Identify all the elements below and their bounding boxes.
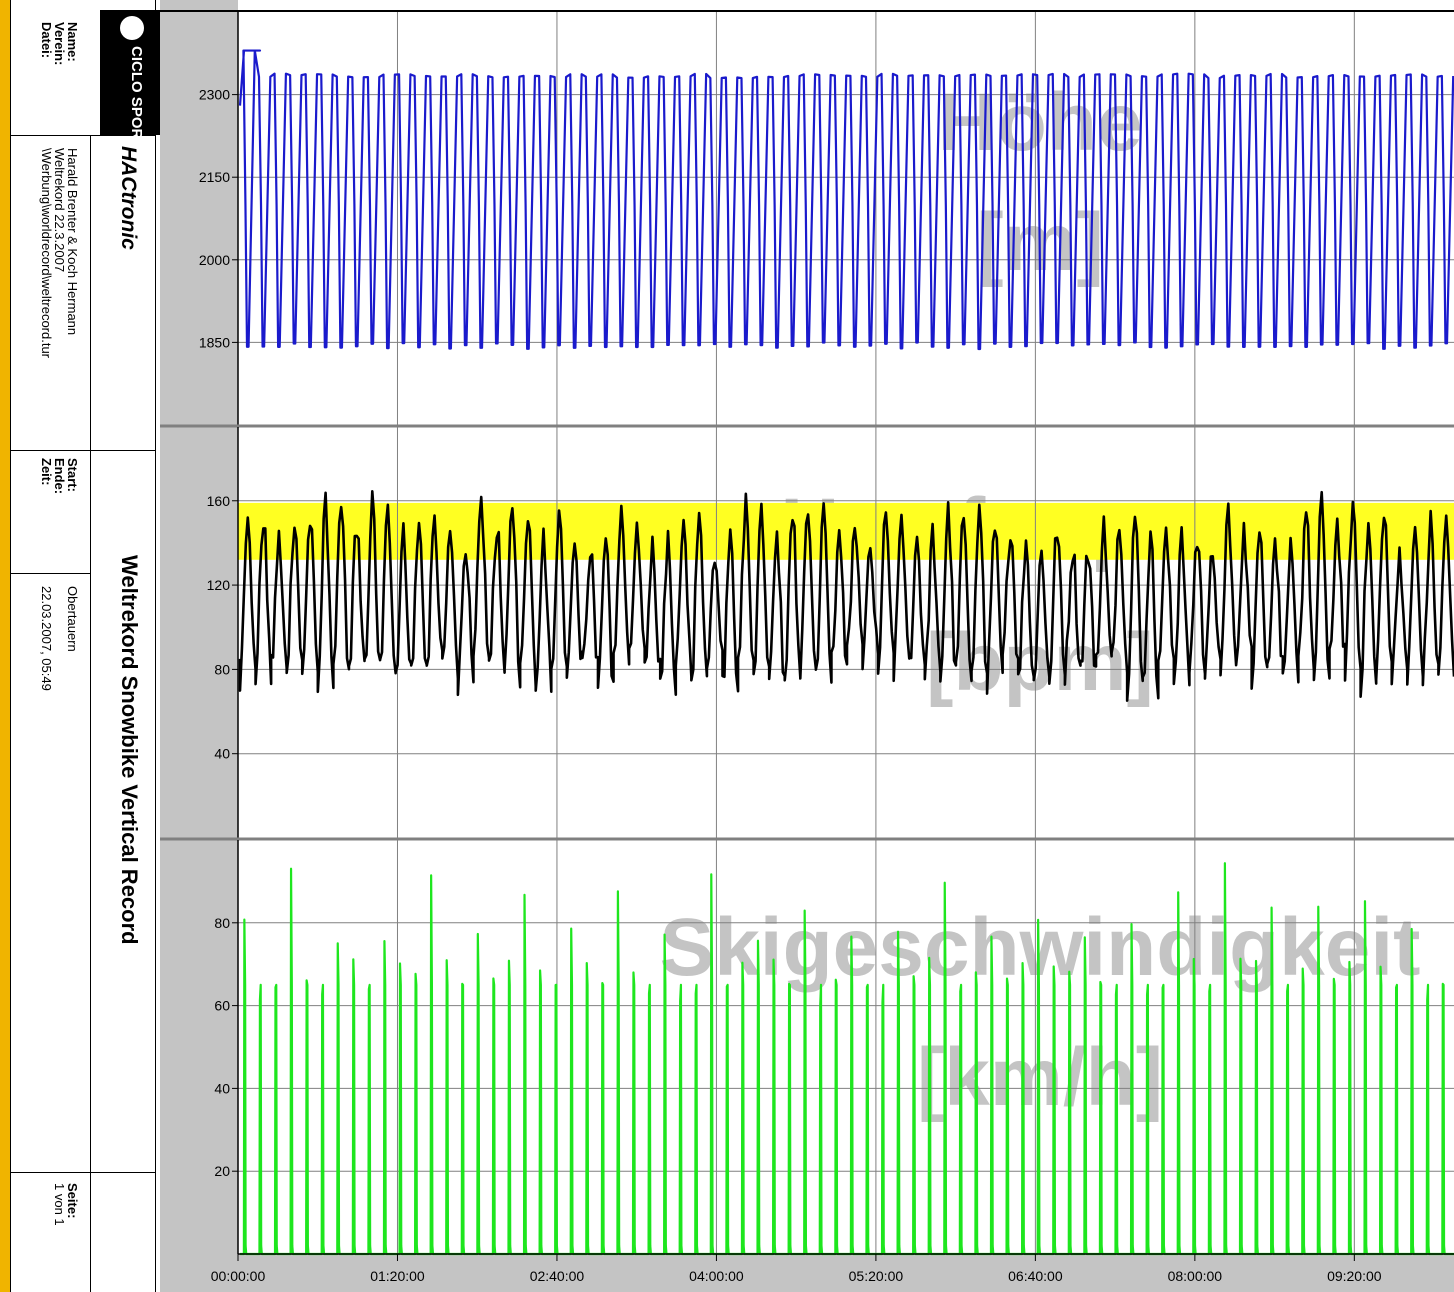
product-name: HACtronic [117, 146, 140, 250]
x-tick-label: 00:00:00 [211, 1268, 266, 1284]
sidebar-rule-2 [10, 450, 156, 451]
zeit-value: 22.03.2007, 05:49 [39, 586, 54, 691]
name-label: Name: [65, 22, 80, 62]
sidebar-rule-4 [10, 1172, 156, 1173]
chart-area: Höhe[m]1850200021502300Herzfrequenz[bpm]… [160, 0, 1454, 1292]
zeit-label: Zeit: [39, 458, 54, 486]
y-tick-label: 80 [214, 661, 230, 677]
x-axis-strip [160, 1254, 1454, 1292]
sidebar-border-left [10, 0, 11, 1292]
brand-logo-icon [120, 16, 144, 40]
y-tick-label: 60 [214, 998, 230, 1014]
y-tick-label: 120 [207, 577, 231, 593]
info-sidebar: CICLO SPORT Name: Verein: Datei: Harald … [10, 0, 165, 1292]
brand-name: CICLO SPORT [128, 46, 145, 149]
panel-title-3-line-1: Skigeschwindigkeit [660, 902, 1421, 993]
x-tick-label: 01:20:00 [370, 1268, 425, 1284]
name-value: Harald Brenter & Koch Hermann [65, 148, 80, 336]
x-tick-label: 04:00:00 [689, 1268, 744, 1284]
series-line-2 [238, 489, 1454, 702]
x-tick-label: 09:20:00 [1327, 1268, 1382, 1284]
y-tick-label: 160 [207, 493, 231, 509]
panel-title-2-line-2: [bpm] [926, 617, 1154, 708]
datei-label: Datei: [39, 22, 54, 59]
x-tick-label: 06:40:00 [1008, 1268, 1063, 1284]
ende-label: Ende: [52, 458, 67, 495]
seite-label: Seite: [65, 1183, 80, 1219]
verein-value: Weltrekord 22.3.2007 [52, 148, 67, 273]
y-tick-label: 2150 [199, 169, 230, 185]
y-tick-label: 80 [214, 915, 230, 931]
sidebar-divider [90, 135, 91, 1292]
series-line-1 [238, 49, 1454, 351]
x-tick-label: 05:20:00 [849, 1268, 904, 1284]
sidebar-rule-1 [10, 135, 156, 136]
y-tick-label: 40 [214, 746, 230, 762]
target-zone-band [238, 502, 1454, 560]
accent-bar [0, 0, 10, 1292]
sidebar-rule-3 [10, 573, 90, 574]
y-tick-label: 40 [214, 1080, 230, 1096]
datei-value: \Werbung\worldrecord\weltrecord.tur [39, 148, 54, 359]
sidebar-border-right [155, 0, 156, 1292]
x-tick-label: 08:00:00 [1168, 1268, 1223, 1284]
y-tick-label: 1850 [199, 334, 230, 350]
report-title: Weltrekord Snowbike Vertical Record [117, 555, 142, 945]
brand-box: CICLO SPORT [100, 10, 165, 149]
seite-value: 1 von 1 [52, 1183, 67, 1226]
y-tick-label: 2000 [199, 252, 230, 268]
y-tick-label: 20 [214, 1163, 230, 1179]
verein-label: Verein: [52, 22, 67, 66]
start-value: Obertauern [65, 586, 80, 652]
y-axis-strip [160, 0, 238, 1292]
start-label: Start: [65, 458, 80, 492]
x-tick-label: 02:40:00 [530, 1268, 585, 1284]
y-tick-label: 2300 [199, 87, 230, 103]
